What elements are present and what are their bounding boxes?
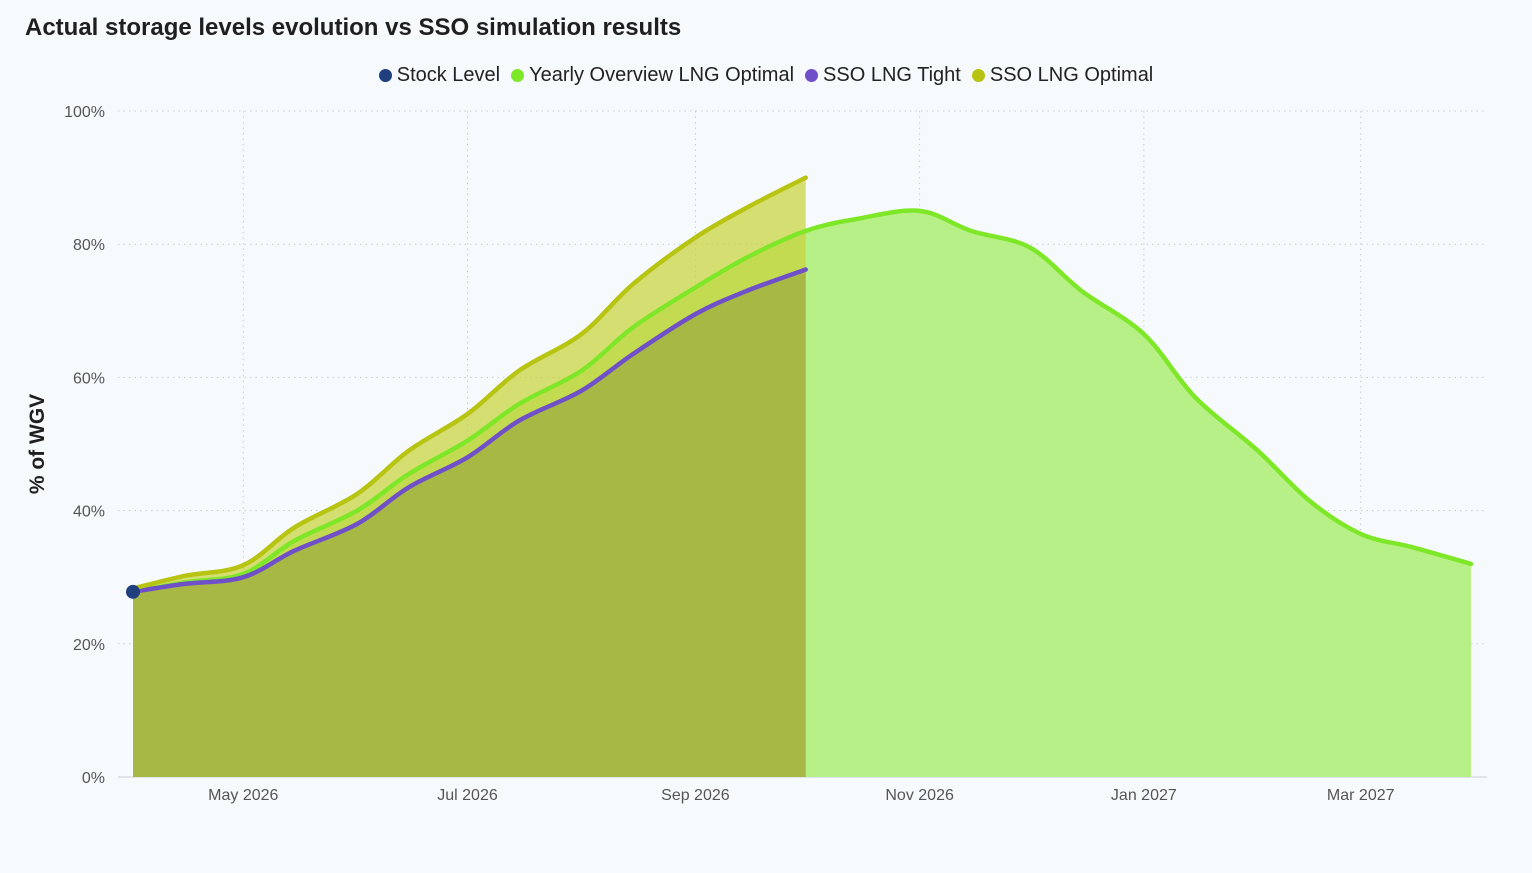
- legend-marker-sso-optimal: [971, 69, 985, 82]
- y-tick-label: 60%: [73, 370, 105, 387]
- legend-marker-yearly-overview: [511, 69, 525, 82]
- x-tick-label: Jul 2026: [437, 787, 498, 804]
- y-axis-title: % of WGV: [26, 394, 49, 494]
- legend-label-stock-level: Stock Level: [396, 64, 501, 86]
- legend-label-sso-optimal: SSO LNG Optimal: [989, 64, 1154, 86]
- area-fill-sso-lng-tight: [133, 269, 806, 777]
- legend-marker-stock-level: [378, 69, 392, 82]
- x-tick-label: Sep 2026: [661, 787, 730, 804]
- legend-label-yearly-overview: Yearly Overview LNG Optimal: [529, 64, 795, 86]
- x-tick-label: Nov 2026: [885, 787, 954, 804]
- series-lines: [130, 175, 1474, 595]
- legend-marker-sso-tight: [805, 69, 819, 82]
- x-tick-label: Mar 2027: [1327, 787, 1395, 804]
- y-tick-label: 0%: [82, 770, 105, 787]
- chart-title: Actual storage levels evolution vs SSO s…: [25, 14, 682, 41]
- series-line-yearly-overview-lng-optimal: [130, 208, 1474, 595]
- x-tick-label: May 2026: [208, 787, 278, 804]
- legend-item-stock-level[interactable]: Stock Level: [378, 64, 501, 87]
- y-tick-label: 80%: [73, 237, 105, 254]
- x-tick-label: Jan 2027: [1111, 787, 1177, 804]
- axes: 0% 20% 40% 60% 80% 100% May 2026 Jul 2026 Sep 20…: [64, 104, 1395, 804]
- y-tick-label: 20%: [73, 637, 105, 654]
- data-point-stock-level: [126, 584, 140, 599]
- legend-item-yearly-overview[interactable]: Yearly Overview LNG Optimal: [511, 64, 794, 87]
- area-fills: [133, 177, 1471, 778]
- legend-label-sso-tight: SSO LNG Tight: [823, 64, 961, 86]
- legend-item-sso-tight[interactable]: SSO LNG Tight: [805, 64, 961, 87]
- legend-item-sso-optimal[interactable]: SSO LNG Optimal: [971, 64, 1154, 87]
- series-line-sso-lng-tight: [130, 267, 808, 595]
- series-points: [126, 584, 140, 599]
- y-tick-label: 40%: [73, 504, 105, 521]
- series-line-sso-lng-optimal: [130, 175, 808, 591]
- y-tick-label: 100%: [64, 104, 105, 121]
- legend: Stock Level Yearly Overview LNG Optimal …: [0, 64, 1532, 87]
